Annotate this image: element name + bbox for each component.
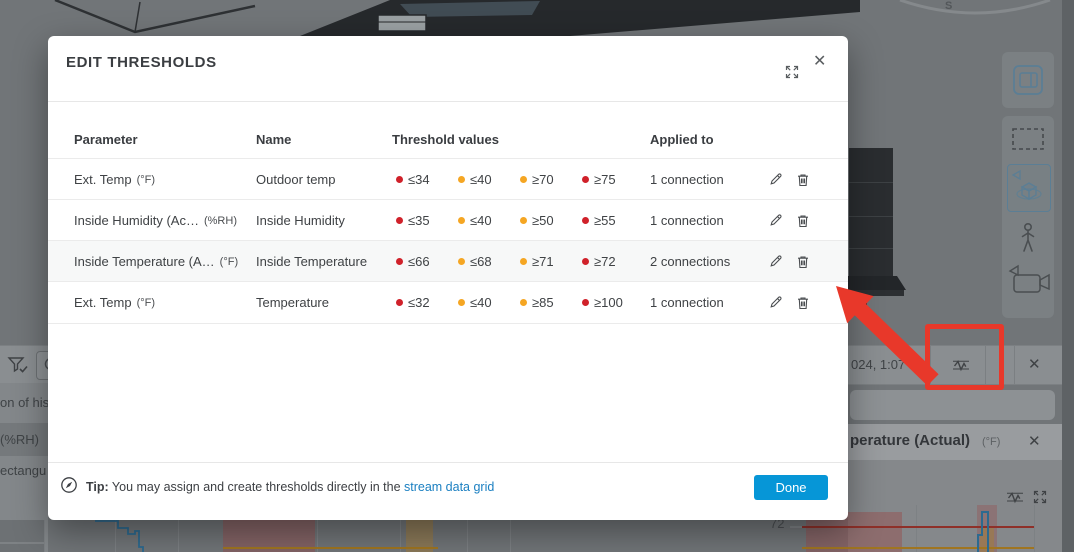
threshold-table-row: Inside Temperature (A… (°F) Inside Temper…	[48, 240, 848, 282]
trash-icon	[797, 173, 808, 186]
camera-view-icon[interactable]	[1006, 260, 1052, 296]
threshold-dot-orange	[520, 176, 527, 183]
chart-panel-header: perature (Actual) (°F) ✕	[848, 424, 1062, 461]
trash-icon	[797, 214, 808, 227]
compass-south-label: S	[945, 0, 953, 12]
column-header-applied: Applied to	[650, 132, 714, 147]
threshold-dot-red	[582, 176, 589, 183]
right-edge-strip	[1062, 0, 1074, 552]
pencil-icon	[769, 254, 782, 267]
viewcube-compass-arc	[899, 0, 1051, 15]
building-roof	[300, 0, 860, 36]
threshold-dot-red	[396, 299, 403, 306]
series-line-spike	[977, 511, 989, 552]
trash-icon	[797, 296, 808, 309]
threshold-dot-red	[396, 258, 403, 265]
tip-label: Tip:	[86, 480, 109, 494]
chart-panel-unit: (°F)	[982, 436, 1001, 448]
edit-thresholds-dialog: EDIT THRESHOLDS ✕ Parameter Name Thresho…	[48, 36, 848, 520]
timeline-close-icon[interactable]: ✕	[1028, 356, 1041, 373]
threshold-line-orange	[223, 547, 438, 549]
threshold-band	[406, 520, 433, 552]
chart-expand-icon[interactable]	[1032, 489, 1048, 505]
delete-row-button[interactable]	[794, 171, 811, 188]
threshold-line-red	[802, 526, 1034, 528]
orbit-tool-button[interactable]	[1007, 164, 1051, 212]
timeline-date-text: 024, 1:07 PM	[851, 357, 929, 372]
chart-toolbar-left	[0, 345, 58, 385]
chart-thresholds-icon[interactable]	[1006, 490, 1024, 504]
threshold-dot-red	[396, 217, 403, 224]
dialog-expand-button[interactable]	[784, 64, 800, 80]
delete-row-button[interactable]	[794, 294, 811, 311]
threshold-table-row: Ext. Temp (°F) Outdoor temp ≤34 ≤40 ≥70 ≥…	[48, 158, 848, 200]
building-tower	[849, 148, 893, 276]
column-header-name: Name	[256, 132, 292, 147]
delete-row-button[interactable]	[794, 253, 811, 270]
stream-data-grid-link[interactable]: stream data grid	[404, 480, 495, 494]
threshold-line-orange	[802, 547, 1034, 549]
chart-panel-close-icon[interactable]: ✕	[1028, 433, 1041, 450]
threshold-band	[223, 520, 315, 552]
left-fragment-2: (%RH)	[0, 432, 39, 447]
annotation-highlight-box	[925, 324, 1004, 390]
threshold-dot-red	[582, 299, 589, 306]
filter-icon[interactable]	[7, 355, 29, 376]
pencil-icon	[769, 172, 782, 185]
edit-row-button[interactable]	[767, 171, 784, 188]
tip-compass-icon	[61, 477, 77, 493]
threshold-table-row: Ext. Temp (°F) Temperature ≤32 ≤40 ≥85 ≥1…	[48, 281, 848, 324]
thresholds-toolbar-icon[interactable]	[952, 358, 970, 372]
series-step-line	[95, 520, 144, 552]
left-fragment-3: ectangu	[0, 463, 47, 478]
column-header-parameter: Parameter	[74, 132, 138, 147]
building-tower-base	[840, 276, 906, 311]
viewer-toolbar-card-top	[1002, 52, 1054, 108]
edit-row-button[interactable]	[767, 294, 784, 311]
chart-panel-title: perature (Actual)	[850, 432, 971, 449]
threshold-dot-red	[396, 176, 403, 183]
edit-row-button[interactable]	[767, 253, 784, 270]
threshold-dot-orange	[458, 258, 465, 265]
threshold-dot-orange	[458, 299, 465, 306]
pencil-icon	[769, 295, 782, 308]
marquee-select-icon[interactable]	[1012, 128, 1044, 150]
threshold-dot-orange	[458, 176, 465, 183]
delete-row-button[interactable]	[794, 212, 811, 229]
split-panel-icon[interactable]	[1013, 65, 1043, 95]
pencil-icon	[769, 213, 782, 226]
left-row-shaded: (%RH)	[0, 423, 48, 456]
column-header-thresholds: Threshold values	[392, 132, 499, 147]
walk-person-icon[interactable]	[1017, 222, 1039, 254]
threshold-table-row: Inside Humidity (Ac… (%RH) Inside Humidit…	[48, 199, 848, 241]
threshold-dot-orange	[520, 258, 527, 265]
left-fragment-1: on of hist	[0, 395, 53, 410]
trash-icon	[797, 255, 808, 268]
edit-row-button[interactable]	[767, 212, 784, 229]
threshold-dot-orange	[520, 217, 527, 224]
done-button[interactable]: Done	[754, 475, 828, 500]
viewer-toolbar-card-tools	[1002, 116, 1054, 318]
threshold-dot-red	[582, 217, 589, 224]
expand-icon	[785, 65, 799, 79]
tip-text: Tip: You may assign and create threshold…	[86, 480, 495, 494]
timeline-scrubber[interactable]	[850, 390, 1055, 420]
building-wireframe-left	[54, 0, 256, 34]
threshold-dot-orange	[520, 299, 527, 306]
threshold-dot-orange	[458, 217, 465, 224]
threshold-dot-red	[582, 258, 589, 265]
orbit-cube-icon	[1011, 169, 1042, 201]
dialog-title: EDIT THRESHOLDS	[66, 54, 217, 71]
